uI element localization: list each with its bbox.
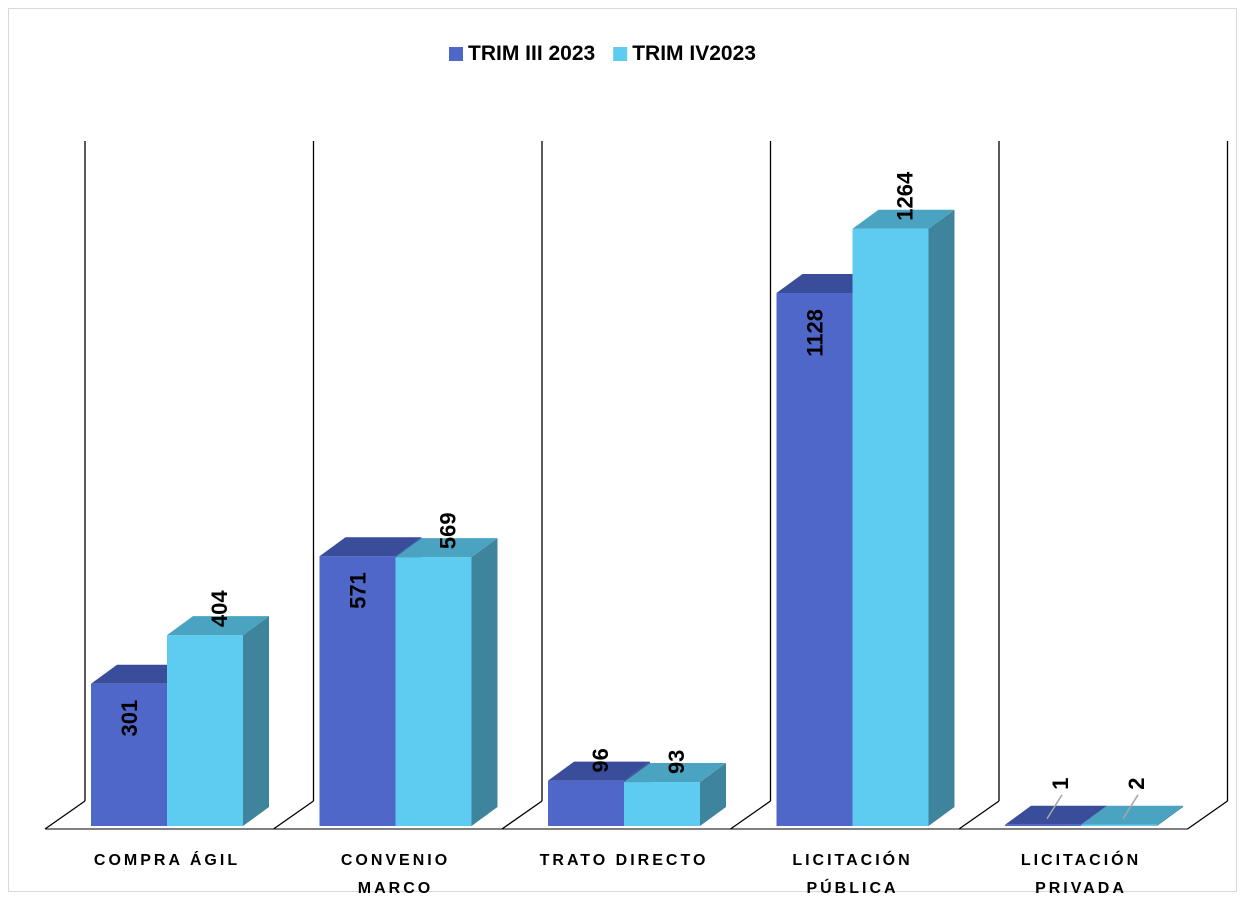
- legend-label-trim-iii-2023: TRIM III 2023: [468, 42, 595, 65]
- bar-front-face: [91, 683, 167, 826]
- bar-front-face: [167, 635, 243, 826]
- category-label-convenio-marco-line-1: CONVENIO: [341, 852, 450, 869]
- bar-licitacion-publica-trim-iv2023: [852, 209, 955, 826]
- legend-swatch-trim-iii-2023: [449, 47, 463, 61]
- bar-front-face: [852, 228, 929, 826]
- floor-diagonal: [501, 800, 543, 830]
- data-label-trato-directo-trim-iii-2023: 96: [588, 748, 613, 772]
- bar-top-face: [852, 209, 955, 229]
- category-label-trato-directo: TRATO DIRECTO: [540, 852, 709, 869]
- chart-frame: TRIM III 2023 TRIM IV2023 301 404 571 569 96 9…: [8, 8, 1237, 897]
- bar-side-face: [700, 763, 726, 826]
- bar-front-face: [395, 557, 472, 826]
- bar-side-face: [471, 538, 498, 826]
- floor-diagonal: [958, 800, 1000, 830]
- category-label-licitacion-publica-line-1: LICITACIÓN: [792, 850, 912, 869]
- chart-walls: [44, 141, 1229, 830]
- bar-top-face: [167, 616, 269, 636]
- chart-data-labels: 301 404 571 569 96 93 1128 1264 1 2: [117, 171, 1149, 820]
- bar-top-face: [1005, 805, 1107, 825]
- chart-category-labels: COMPRA ÁGIL CONVENIO MARCO TRATO DIRECTO LIC…: [94, 850, 1141, 897]
- data-label-convenio-marco-trim-iii-2023: 571: [346, 572, 371, 609]
- category-label-licitacion-privada-line-2: PRIVADA: [1035, 880, 1127, 893]
- floor-diagonal: [1187, 800, 1228, 830]
- chart-bars: [91, 209, 1183, 826]
- data-label-convenio-marco-trim-iv2023: 569: [436, 512, 461, 549]
- data-label-licitacion-privada-trim-iii-2023: 1: [1048, 778, 1073, 790]
- data-label-licitacion-publica-trim-iii-2023: 1128: [803, 309, 828, 357]
- data-label-leader: [1122, 794, 1139, 820]
- floor-diagonal: [730, 800, 771, 830]
- bar-top-face: [319, 537, 422, 557]
- legend-label-trim-iv2023: TRIM IV2023: [632, 42, 756, 65]
- data-label-compra-agil-trim-iii-2023: 301: [117, 700, 142, 737]
- data-label-trato-directo-trim-iv2023: 93: [664, 750, 689, 774]
- category-label-convenio-marco-line-2: MARCO: [358, 880, 433, 893]
- bar-licitacion-privada-trim-iv2023: [1081, 805, 1183, 826]
- bar-side-face: [928, 209, 955, 826]
- bar-compra-agil-trim-iv2023: [167, 616, 269, 826]
- legend-swatch-trim-iv2023: [613, 47, 628, 61]
- data-label-leader: [1046, 794, 1063, 820]
- data-label-compra-agil-trim-iv2023: 404: [207, 590, 232, 627]
- data-label-licitacion-publica-trim-iv2023: 1264: [893, 171, 918, 221]
- bar-front-face: [1005, 824, 1081, 826]
- floor-diagonal: [44, 800, 86, 830]
- chart-legend: TRIM III 2023 TRIM IV2023: [449, 42, 756, 65]
- category-label-compra-agil: COMPRA ÁGIL: [94, 850, 240, 869]
- category-label-licitacion-publica-line-2: PÚBLICA: [806, 878, 898, 893]
- bar-top-face: [548, 761, 650, 781]
- category-label-licitacion-privada-line-1: LICITACIÓN: [1021, 850, 1141, 869]
- bar-side-face: [1157, 805, 1183, 826]
- bar-front-face: [624, 782, 700, 826]
- bar-front-face: [548, 780, 624, 826]
- bar-top-face: [395, 538, 498, 558]
- bar-side-face: [243, 616, 269, 826]
- bar-top-face: [624, 763, 726, 783]
- floor-diagonal: [273, 800, 314, 830]
- bar-convenio-marco-trim-iv2023: [395, 538, 498, 826]
- bar-top-face: [1081, 805, 1183, 825]
- bar-front-face: [776, 293, 853, 826]
- bar-trato-directo-trim-iv2023: [624, 763, 726, 826]
- data-label-licitacion-privada-trim-iv2023: 2: [1124, 778, 1149, 790]
- bar-chart: TRIM III 2023 TRIM IV2023 301 404 571 569 96 9…: [44, 42, 1229, 897]
- bar-front-face: [1081, 824, 1157, 826]
- bar-front-face: [319, 556, 396, 826]
